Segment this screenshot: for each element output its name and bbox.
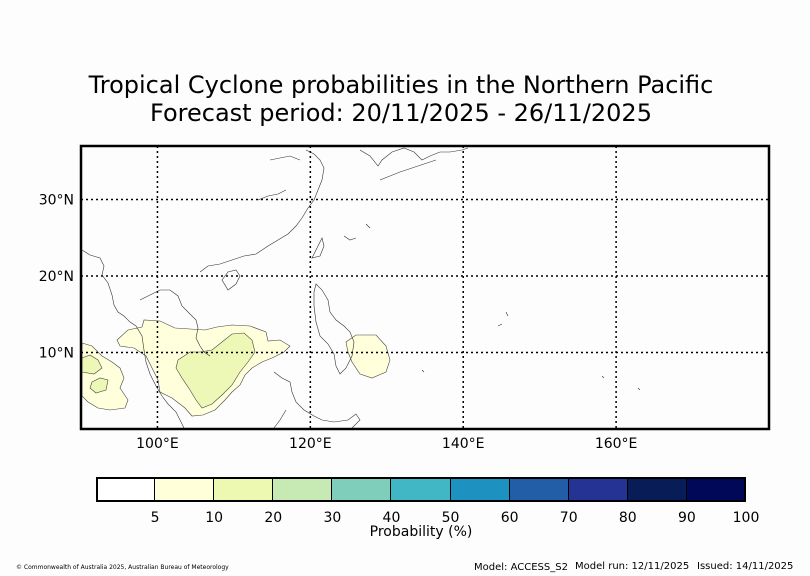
colorbar-segment bbox=[155, 477, 215, 502]
colorbar-segment bbox=[627, 477, 687, 502]
colorbar-label: Probability (%) bbox=[369, 524, 473, 540]
colorbar-segment bbox=[391, 477, 451, 502]
tick-label-lat-10: 10°N bbox=[39, 346, 74, 362]
probability-area-philippines-east bbox=[345, 334, 391, 379]
colorbar-tick-label: 40 bbox=[382, 510, 401, 526]
latitude-labels: 10°N 20°N 30°N bbox=[39, 193, 74, 362]
longitude-labels: 100°E 120°E 140°E 160°E bbox=[136, 436, 637, 452]
colorbar-tick-label: 60 bbox=[500, 510, 519, 526]
colorbar-tick-label: 10 bbox=[205, 510, 224, 526]
colorbar-segment bbox=[686, 477, 746, 502]
colorbar-tick-label: 20 bbox=[264, 510, 283, 526]
gridlines bbox=[81, 146, 769, 429]
issued-date: Issued: 14/11/2025 bbox=[697, 561, 794, 572]
colorbar-segment bbox=[509, 477, 569, 502]
coastlines bbox=[81, 147, 641, 429]
model-name: Model: ACCESS_S2 bbox=[474, 562, 568, 573]
model-run-date: Model run: 12/11/2025 bbox=[575, 561, 690, 572]
colorbar-segment bbox=[96, 477, 156, 502]
colorbar bbox=[96, 477, 746, 502]
tick-label-lat-20: 20°N bbox=[39, 269, 74, 285]
colorbar-segment bbox=[450, 477, 510, 502]
probability-map: 100°E 120°E 140°E 160°E 10°N 20°N 30°N bbox=[39, 144, 771, 452]
colorbar-tick-label: 30 bbox=[323, 510, 342, 526]
colorbar-tick-label: 5 bbox=[150, 510, 160, 526]
chart-title: Tropical Cyclone probabilities in the No… bbox=[0, 71, 802, 127]
colorbar-tick-label: 90 bbox=[677, 510, 696, 526]
colorbar-segment bbox=[273, 477, 333, 502]
colorbar-tick-label: 70 bbox=[559, 510, 578, 526]
colorbar-segment bbox=[568, 477, 628, 502]
copyright-notice: © Commonwealth of Australia 2025, Austra… bbox=[16, 564, 229, 571]
colorbar-tick-label: 100 bbox=[732, 510, 760, 526]
tick-label-lon-140: 140°E bbox=[442, 436, 485, 452]
map-frame bbox=[79, 144, 771, 431]
tick-label-lon-120: 120°E bbox=[289, 436, 332, 452]
probability-area-south-china-sea-10 bbox=[175, 332, 256, 409]
colorbar-tick-label: 80 bbox=[618, 510, 637, 526]
title-line-2: Forecast period: 20/11/2025 - 26/11/2025 bbox=[150, 99, 652, 127]
tick-label-lat-30: 30°N bbox=[39, 193, 74, 209]
tick-label-lon-160: 160°E bbox=[595, 436, 638, 452]
colorbar-segment bbox=[214, 477, 274, 502]
colorbar-tick-label: 50 bbox=[441, 510, 460, 526]
colorbar-segment bbox=[332, 477, 392, 502]
probability-area-andaman-10b bbox=[89, 377, 109, 394]
colorbar-frame bbox=[96, 477, 746, 502]
probability-areas bbox=[81, 319, 391, 417]
title-line-1: Tropical Cyclone probabilities in the No… bbox=[88, 71, 714, 99]
tick-label-lon-100: 100°E bbox=[136, 436, 179, 452]
